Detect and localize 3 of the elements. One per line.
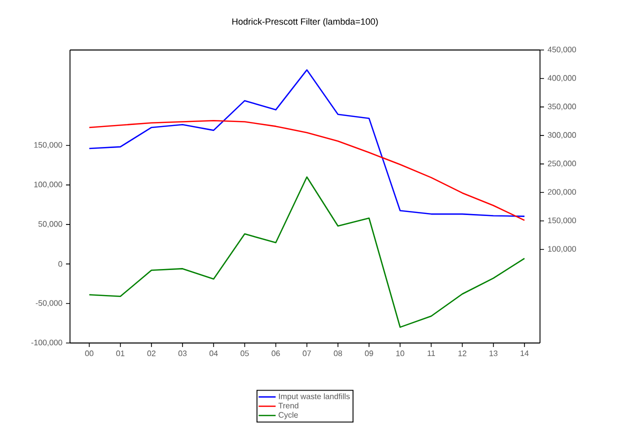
chart-title: Hodrick-Prescott Filter (lambda=100): [232, 18, 378, 26]
line-series: [88, 176, 526, 328]
line-series: [88, 69, 526, 217]
